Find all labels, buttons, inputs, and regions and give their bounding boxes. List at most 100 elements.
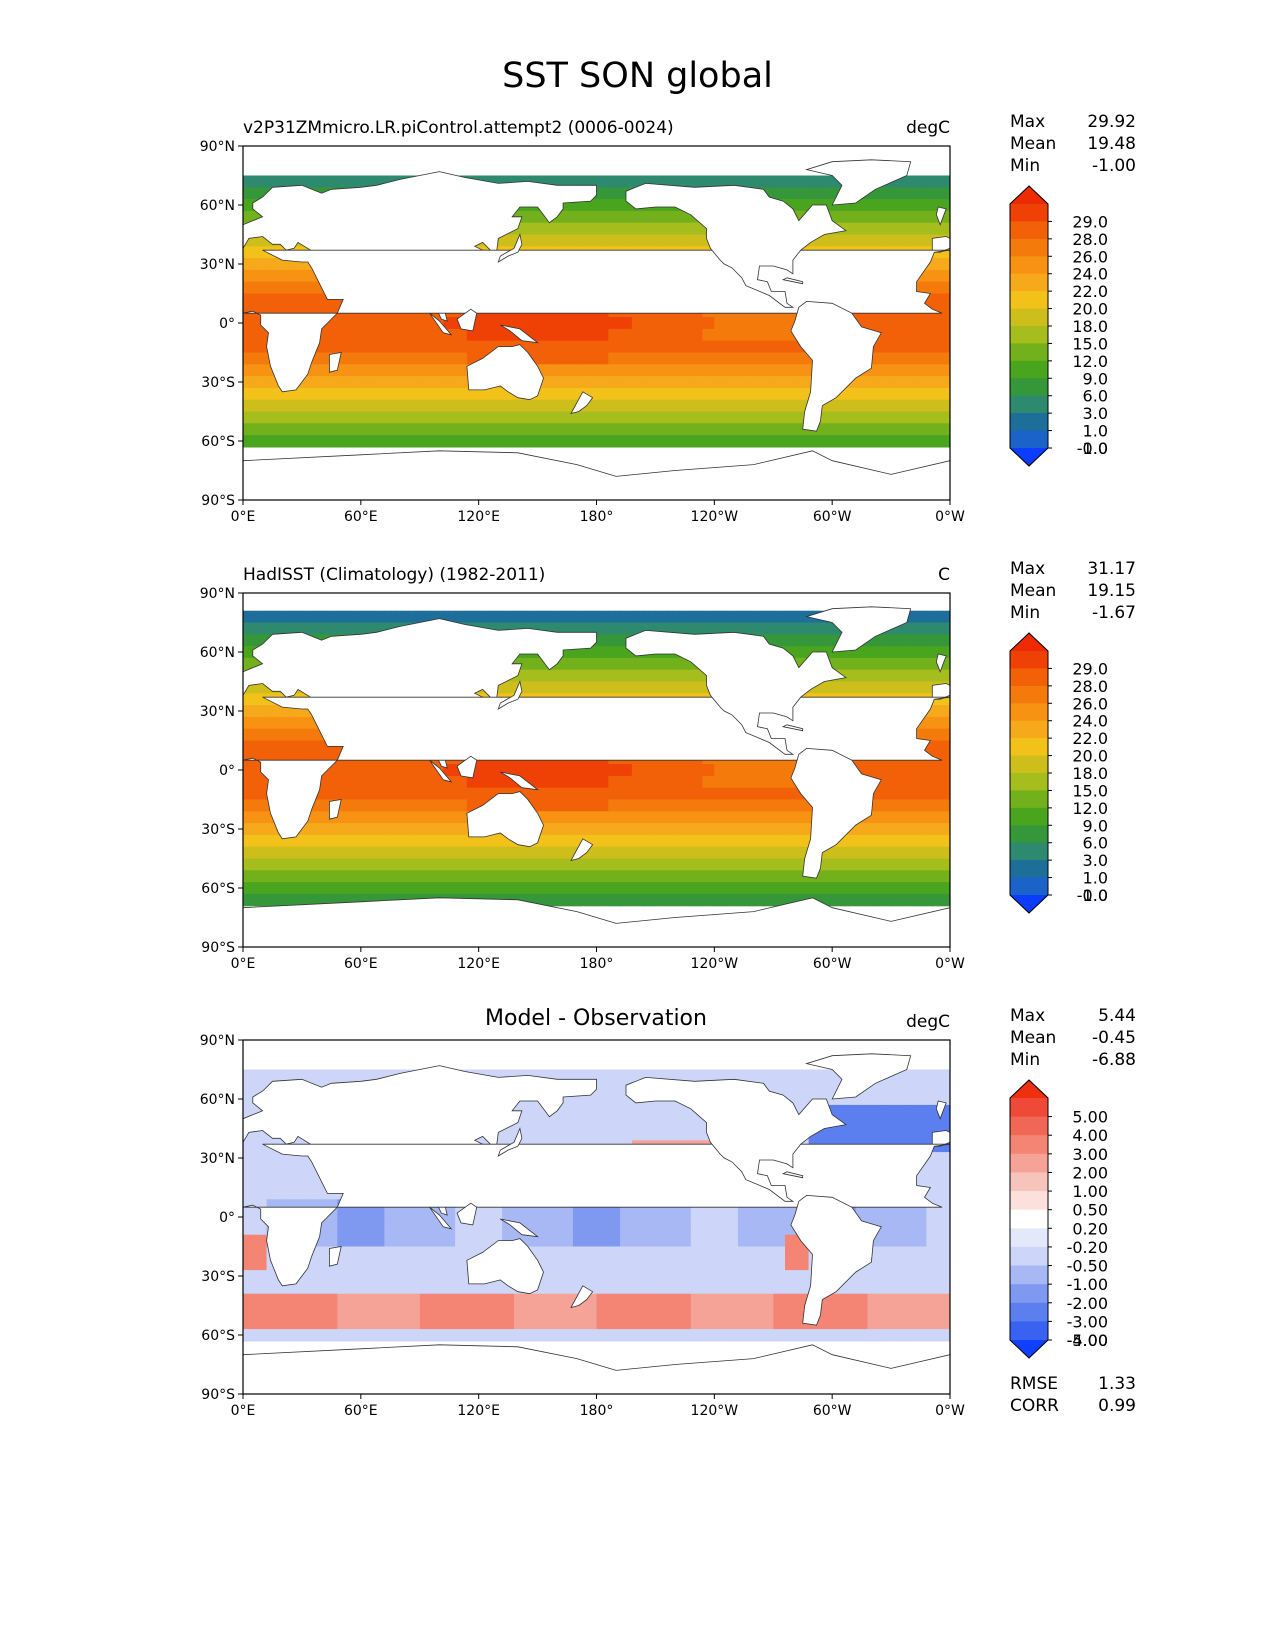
field-cell: [891, 340, 904, 354]
field-cell: [773, 340, 786, 354]
field-cell: [667, 317, 680, 330]
field-cell: [290, 1175, 303, 1189]
field-cell: [349, 775, 362, 789]
field-cell: [620, 622, 633, 635]
field-cell: [266, 705, 279, 718]
colorbar-label: 12.0: [1072, 352, 1108, 371]
field-cell: [301, 1293, 315, 1307]
field-cell: [926, 1317, 939, 1330]
field-cell: [749, 387, 763, 401]
coastline-cuba: [781, 724, 804, 732]
field-cell: [608, 1104, 621, 1118]
field-cell: [313, 376, 327, 389]
field-cell: [726, 399, 739, 413]
field-cell: [879, 657, 892, 671]
field-cell: [690, 411, 704, 424]
field-cell: [419, 1293, 433, 1307]
field-cell: [313, 882, 327, 895]
coastline-japan: [497, 1127, 523, 1157]
field-cell: [337, 823, 350, 836]
field-cell: [938, 222, 950, 236]
field-cell: [408, 423, 421, 436]
field-cell: [525, 435, 539, 448]
field-cell: [631, 1293, 645, 1307]
field-cell: [843, 846, 857, 860]
field-cell: [726, 1258, 739, 1271]
field-cell: [561, 893, 574, 907]
field-cell: [349, 1222, 362, 1236]
field-cell: [301, 293, 315, 306]
field-cell: [643, 846, 656, 860]
stat-label: RMSE: [1010, 1374, 1059, 1394]
field-cell: [514, 1293, 527, 1307]
colorbar-extend-min: [1010, 1340, 1048, 1358]
field-cell: [926, 328, 939, 342]
field-cell: [243, 705, 256, 718]
field-cell: [655, 1116, 668, 1130]
field-cell: [313, 610, 327, 624]
field-cell: [584, 1246, 598, 1259]
coastline-nz: [570, 838, 594, 862]
field-cell: [914, 387, 927, 401]
field-cell: [313, 870, 327, 883]
lat-tick-label: 90°N: [200, 139, 235, 155]
field-cell: [290, 435, 303, 448]
field-cell: [278, 281, 291, 295]
field-cell: [891, 775, 904, 789]
field-cell: [643, 882, 656, 895]
lat-tick-label: 90°S: [201, 940, 235, 956]
field-cell: [631, 893, 645, 907]
field-cell: [419, 834, 433, 848]
field-cell: [867, 435, 880, 448]
field-cell: [631, 764, 645, 777]
field-cell: [891, 646, 904, 659]
field-cell: [726, 1317, 739, 1330]
field-cell: [290, 423, 303, 436]
field-cell: [926, 823, 939, 836]
field-cell: [408, 387, 421, 401]
field-cell: [855, 1305, 869, 1318]
panel-3-extra-stats: RMSE 1.33 CORR 0.99: [1010, 1373, 1136, 1417]
field-cell: [396, 775, 409, 789]
field-cell: [679, 1246, 692, 1259]
field-cell: [537, 610, 550, 624]
field-cell: [714, 775, 727, 789]
field-cell: [466, 1234, 480, 1248]
field-cell: [266, 1305, 279, 1318]
field-cell: [714, 1211, 727, 1224]
field-cell: [243, 811, 256, 824]
field-cell: [690, 882, 704, 895]
field-cell: [525, 657, 539, 671]
field-cell: [891, 787, 904, 801]
field-cell: [714, 823, 727, 836]
colorbar-segment: [1010, 1321, 1048, 1341]
field-cell: [867, 823, 880, 836]
field-cell: [584, 1069, 598, 1082]
field-cell: [525, 1104, 539, 1118]
field-cell: [679, 1069, 692, 1082]
field-cell: [266, 175, 279, 188]
field-cell: [313, 1270, 327, 1283]
field-cell: [785, 870, 798, 883]
field-cell: [938, 716, 950, 730]
field-cell: [549, 681, 562, 694]
field-cell: [926, 175, 939, 188]
field-cell: [372, 1317, 385, 1330]
field-cell: [455, 1281, 468, 1295]
field-cell: [596, 646, 609, 659]
field-cell: [349, 411, 362, 424]
colorbar-label: 4.00: [1072, 1126, 1108, 1145]
field-cell: [714, 846, 727, 860]
field-cell: [408, 610, 421, 624]
field-cell: [537, 1281, 550, 1295]
field-cell: [867, 1281, 880, 1295]
field-cell: [749, 764, 763, 777]
colorbar-segment: [1010, 807, 1048, 826]
field-cell: [631, 610, 645, 624]
field-cell: [572, 1211, 586, 1224]
field-cell: [620, 870, 633, 883]
field-cell: [879, 317, 892, 330]
field-cell: [690, 435, 704, 448]
field-cell: [396, 834, 409, 848]
field-cell: [290, 175, 303, 188]
